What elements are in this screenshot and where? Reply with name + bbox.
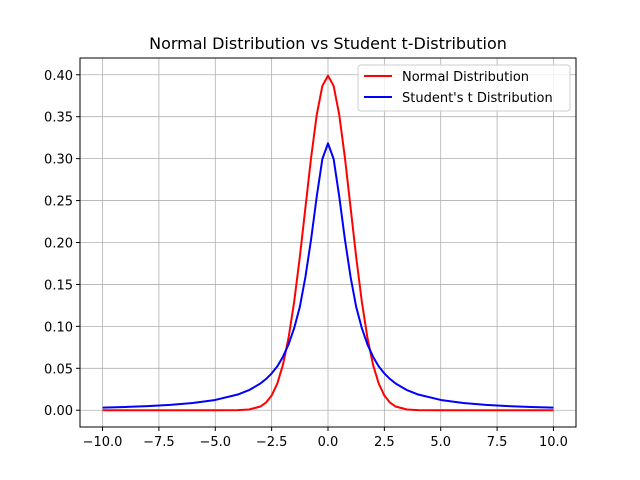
- x-tick-label: −7.5: [143, 435, 175, 450]
- series-line-t: [102, 142, 554, 409]
- legend-label-normal: Normal Distribution: [402, 70, 529, 85]
- y-tick-label: 0.25: [44, 195, 73, 210]
- y-tick-label: 0.20: [44, 237, 73, 252]
- series-line-normal: [102, 74, 554, 412]
- y-tick-label: 0.40: [44, 69, 73, 84]
- y-tick-label: 0.00: [44, 404, 73, 419]
- x-tick-label: −5.0: [199, 435, 231, 450]
- x-tick-label: 7.5: [487, 435, 508, 450]
- ticks-layer: −10.0 −7.5 −5.0 −2.5 0.0 2.5 5.0 7.5 10.0 0.00 0.0…: [44, 69, 568, 450]
- y-tick-label: 0.15: [44, 278, 73, 293]
- x-tick-label: 10.0: [539, 435, 568, 450]
- x-tick-label: −10.0: [83, 435, 123, 450]
- y-tick-label: 0.10: [44, 320, 73, 335]
- x-tick-label: 0.0: [318, 435, 339, 450]
- y-tick-label: 0.35: [44, 111, 73, 126]
- series-layer: [102, 74, 554, 412]
- x-tick-label: 5.0: [430, 435, 451, 450]
- legend: Normal Distribution Student's t Distribu…: [357, 64, 571, 112]
- chart-title: Normal Distribution vs Student t-Distrib…: [149, 34, 507, 53]
- x-tick-label: 2.5: [374, 435, 395, 450]
- x-tick-label: −2.5: [256, 435, 288, 450]
- legend-box: [357, 64, 571, 112]
- y-tick-label: 0.30: [44, 153, 73, 168]
- y-tick-label: 0.05: [44, 362, 73, 377]
- legend-label-t: Student's t Distribution: [402, 91, 553, 106]
